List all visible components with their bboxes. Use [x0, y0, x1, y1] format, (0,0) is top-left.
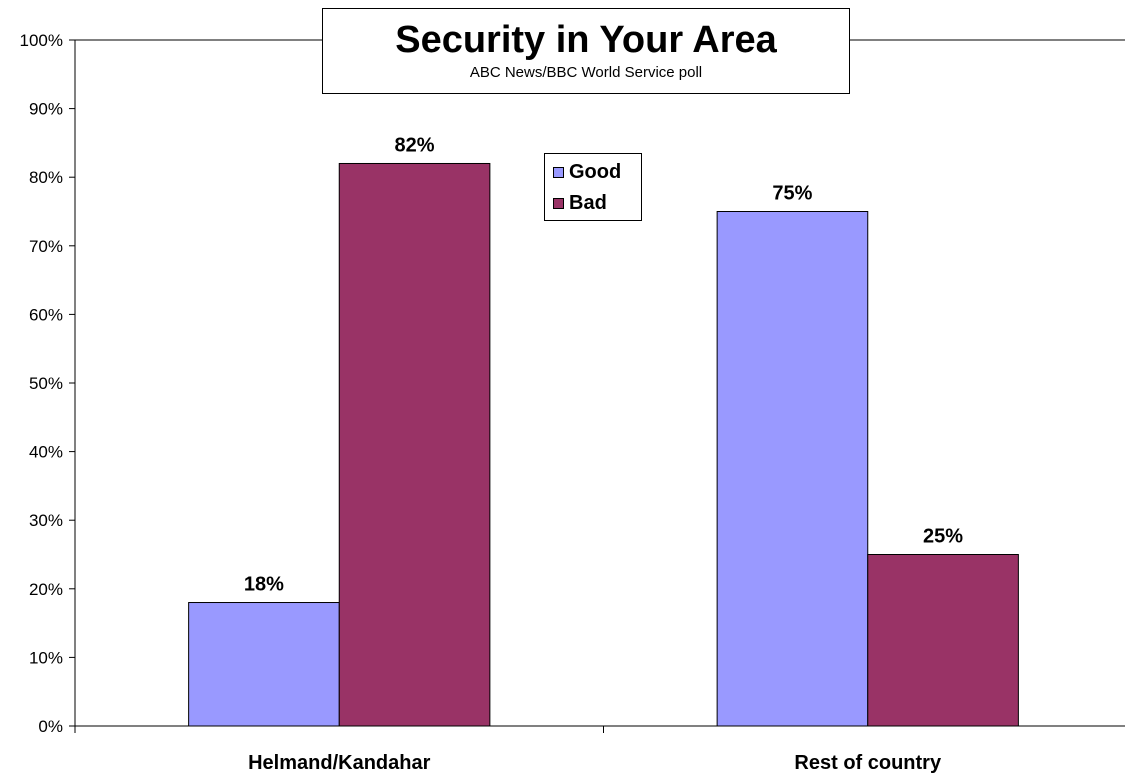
x-axis: Helmand/Kandahar Rest of country — [74, 725, 1125, 774]
y-tick-label: 90% — [29, 100, 63, 119]
data-label: 18% — [244, 574, 284, 596]
bar-good — [716, 211, 869, 727]
legend-item-good: Good — [553, 161, 621, 183]
bars — [188, 162, 1019, 727]
y-tick-label: 100% — [20, 31, 63, 50]
bar-bad — [867, 554, 1019, 727]
y-tick-label: 40% — [29, 443, 63, 462]
y-tick-label: 80% — [29, 168, 63, 187]
x-category-label: Rest of country — [794, 752, 942, 774]
y-tick-label: 20% — [29, 580, 63, 599]
bar-good — [188, 602, 340, 727]
y-axis: 0% 10% 20% 30% 40% 50% 60% 70% 80% 90% 100% — [20, 31, 1125, 736]
data-label: 25% — [923, 526, 963, 548]
legend-item-bad: Bad — [553, 192, 607, 214]
y-tick-label: 70% — [29, 237, 63, 256]
y-tick-label: 30% — [29, 511, 63, 530]
chart-title: Security in Your Area — [395, 19, 777, 61]
legend: Good Bad — [544, 153, 642, 221]
data-label: 82% — [395, 134, 435, 156]
y-tick-label: 60% — [29, 305, 63, 324]
y-tick-label: 10% — [29, 648, 63, 667]
legend-label-good: Good — [569, 160, 622, 183]
y-tick-label: 50% — [29, 374, 63, 393]
chart-subtitle: ABC News/BBC World Service poll — [469, 64, 703, 81]
x-category-label: Helmand/Kandahar — [248, 752, 430, 774]
legend-label-bad: Bad — [569, 191, 607, 214]
data-label: 75% — [772, 183, 812, 205]
legend-swatch-good — [553, 166, 564, 178]
chart-title-box: Security in Your Area ABC News/BBC World… — [322, 8, 850, 94]
bar-bad — [338, 162, 491, 727]
y-tick-label: 0% — [38, 717, 63, 736]
data-labels: 18% 82% 75% 25% — [244, 134, 963, 595]
legend-swatch-bad — [553, 197, 564, 209]
